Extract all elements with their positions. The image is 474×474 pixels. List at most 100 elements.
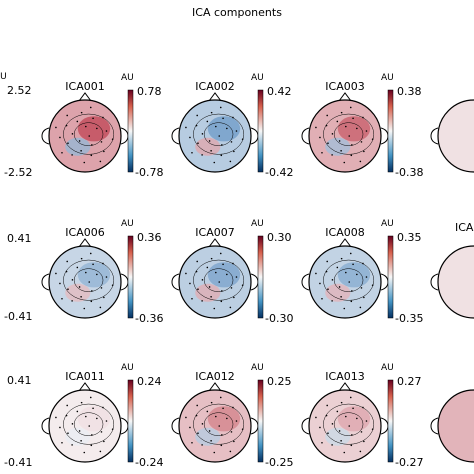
sensor-dot [105,130,108,132]
sensor-dot [185,126,187,129]
sensor-dot [232,116,234,119]
field-peak [207,406,241,432]
contour-line [203,122,234,146]
contour-line [203,268,234,292]
field-trough [325,427,351,446]
sensor-dot [83,451,86,454]
sensor-dot [363,150,365,153]
sensor-dot [80,111,83,114]
right-partial-label: ICA [455,221,474,234]
topomap-panel: ICA013 AU0.27 -0.27 [301,363,423,469]
sensor-dot [65,270,68,273]
sensor-dot [89,106,92,109]
colorbar-min: -0.27 [395,456,423,469]
sensor-dot [235,276,238,278]
sensor-dot [319,426,321,429]
sensor-dot [99,160,102,163]
sensor-dot [343,451,346,454]
sensor-dot [208,286,211,288]
sensor-dot [371,138,374,140]
sensor-dot [220,154,223,157]
sensor-dot [92,407,94,410]
nose [78,92,92,102]
left-colorbar-max: 2.52 [7,84,32,97]
colorbar-unit: AU [121,363,134,373]
sensor-dot [210,111,213,114]
sensor-dot [331,279,334,281]
sensor-dot [65,414,68,417]
partial-ear [430,127,439,145]
sensor-dot [232,406,234,409]
right-ear [250,127,259,145]
field-peak [77,262,111,288]
sensor-dot [210,149,212,152]
head-outline [178,245,252,319]
sensor-dot [350,300,353,303]
sensor-dot [222,263,224,266]
left-colorbar-min: -2.52 [4,166,32,179]
colorbar-max: 0.38 [397,85,422,98]
sensor-dot [91,144,93,146]
sensor-dot [325,124,328,127]
sensor-dot [83,307,86,310]
sensor-dot [345,125,347,128]
contour-line [323,113,375,155]
sensor-dot [66,260,68,263]
sensor-dot [315,126,317,129]
sensor-dot [226,273,228,276]
sensor-dot [352,407,354,410]
sensor-dot [102,262,104,265]
component-label: ICA002 [195,80,234,93]
sensor-dot [221,290,223,292]
sensor-dot [241,138,244,140]
left-ear [301,273,310,291]
sensor-dot [201,154,203,156]
field-trough [65,427,91,446]
right-ear [120,417,129,435]
field-peak [337,116,371,142]
colorbar-max: 0.42 [267,85,292,98]
sensor-dot [229,306,232,309]
right-ear [380,273,389,291]
sensor-dot [371,284,374,286]
sensor-dot [336,120,339,123]
sensor-dot [206,266,209,269]
partial-scalp-field [438,100,474,172]
sensor-dot [331,444,333,446]
component-label: ICA012 [195,370,234,383]
head-outline [308,389,382,463]
sensor-dot [96,273,98,276]
sensor-dot [219,396,222,399]
sensor-dot [340,111,343,114]
field-peak [77,116,111,142]
contour-line [193,113,245,155]
sensor-dot [350,444,353,447]
sensor-dot [208,430,211,432]
head-outline [178,99,252,173]
sensor-dot [235,130,238,132]
contour-line [73,122,104,146]
sensor-dot [92,117,94,120]
partial-scalp-field [438,246,474,318]
sensor-dot [363,440,365,443]
sensor-dot [185,272,187,275]
left-ear [171,127,180,145]
contour-line [193,259,245,301]
sensor-dot [315,272,317,275]
colorbar-unit: AU [251,363,264,373]
colorbar-min: -0.38 [395,166,423,179]
sensor-dot [336,266,339,269]
colorbar-max: 0.78 [137,85,162,98]
topomap-panel: ICA007 AU0.30 -0.30 [171,219,293,325]
colorbar [127,379,134,463]
sensor-dot [360,431,363,433]
sensor-dot [61,297,63,300]
colorbar-unit: AU [251,219,264,229]
right-ear [380,417,389,435]
colorbar-max: 0.27 [397,375,422,388]
sensor-dot [371,428,374,430]
nose [78,382,92,392]
colorbar [257,235,264,319]
field-trough [195,137,221,156]
colorbar-unit: AU [381,363,394,373]
